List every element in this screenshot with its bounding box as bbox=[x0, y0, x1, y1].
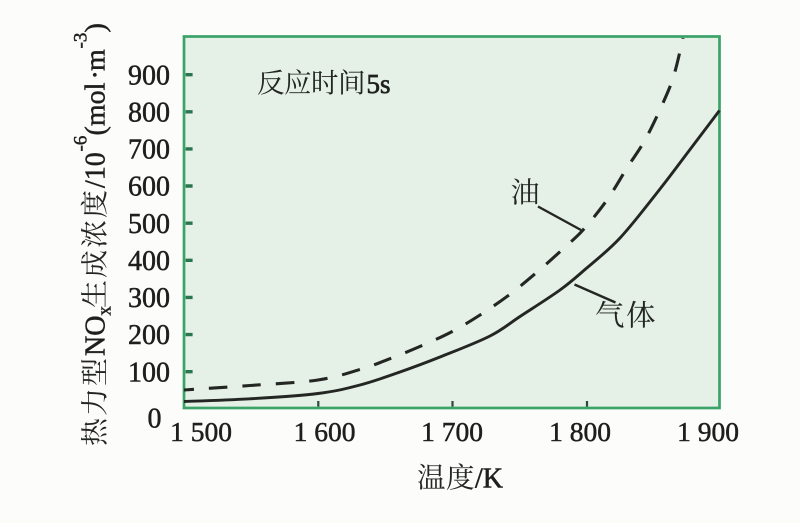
svg-text:/10: /10 bbox=[81, 152, 112, 188]
svg-text:-6: -6 bbox=[71, 136, 92, 152]
svg-text:/K: /K bbox=[475, 464, 503, 495]
svg-text:(mol: (mol bbox=[81, 82, 112, 135]
svg-text:500: 500 bbox=[128, 209, 170, 240]
svg-text:1 700: 1 700 bbox=[421, 416, 483, 447]
svg-text:400: 400 bbox=[128, 246, 170, 277]
svg-text:·: · bbox=[81, 70, 112, 79]
svg-text:100: 100 bbox=[128, 357, 170, 388]
svg-text:5s: 5s bbox=[367, 69, 391, 99]
svg-text:m: m bbox=[81, 49, 112, 71]
svg-text:900: 900 bbox=[128, 60, 170, 91]
svg-text:600: 600 bbox=[128, 172, 170, 203]
svg-text:1 500: 1 500 bbox=[170, 416, 232, 447]
svg-text:1 800: 1 800 bbox=[549, 416, 611, 447]
svg-text:): ) bbox=[81, 23, 112, 32]
svg-text:NO: NO bbox=[81, 316, 112, 356]
svg-text:800: 800 bbox=[128, 97, 170, 128]
svg-text:-3: -3 bbox=[71, 33, 92, 49]
svg-text:200: 200 bbox=[128, 320, 170, 351]
svg-text:0: 0 bbox=[148, 404, 162, 435]
svg-text:700: 700 bbox=[128, 135, 170, 166]
svg-text:1 900: 1 900 bbox=[677, 416, 739, 447]
svg-text:1 600: 1 600 bbox=[294, 416, 356, 447]
svg-text:300: 300 bbox=[128, 283, 170, 314]
svg-text:x: x bbox=[95, 306, 116, 316]
